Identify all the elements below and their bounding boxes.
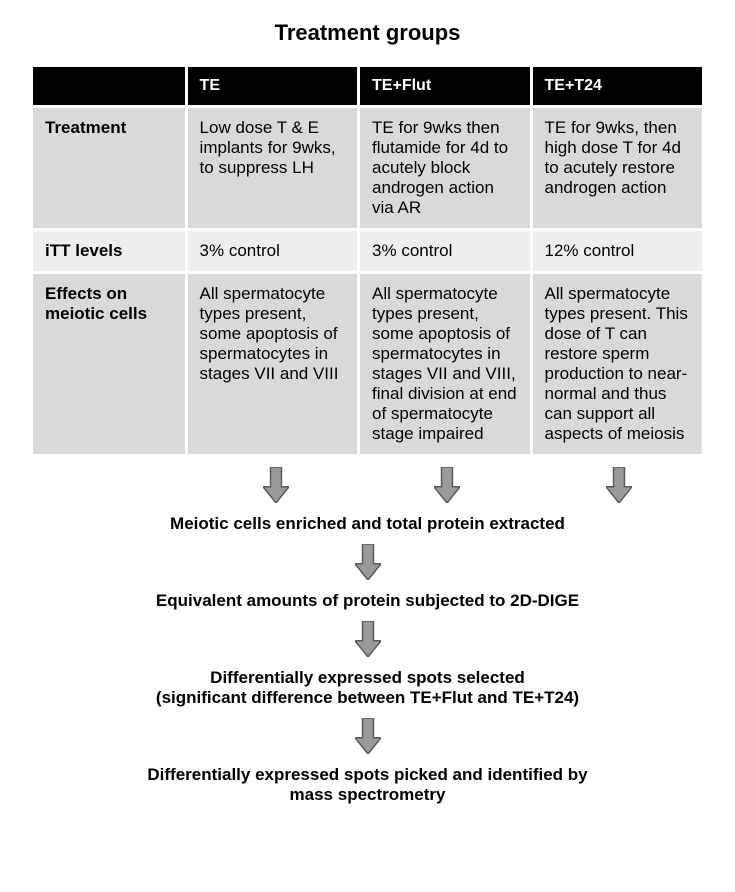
arrow-row-1	[30, 467, 705, 508]
table-corner	[32, 66, 187, 107]
arrow-row-2	[30, 544, 705, 585]
flow-step-1: Meiotic cells enriched and total protein…	[50, 514, 685, 534]
flow-step-3-line2: (significant difference between TE+Flut …	[156, 688, 579, 707]
table-cell: 3% control	[186, 230, 358, 273]
table-cell: Low dose T & E implants for 9wks, to sup…	[186, 107, 358, 230]
rowhead: Effects on meiotic cells	[32, 273, 187, 456]
colhead-te: TE	[186, 66, 358, 107]
colhead-teflut: TE+Flut	[359, 66, 531, 107]
table-cell: 3% control	[359, 230, 531, 273]
down-arrow-icon	[606, 467, 632, 508]
table-cell: All spermatocyte types present. This dos…	[531, 273, 703, 456]
arrow-row-3	[30, 621, 705, 662]
table-row: iTT levels3% control3% control12% contro…	[32, 230, 704, 273]
table-body: TreatmentLow dose T & E implants for 9wk…	[32, 107, 704, 456]
flow-step-2: Equivalent amounts of protein subjected …	[50, 591, 685, 611]
table-cell: 12% control	[531, 230, 703, 273]
table-header-row: TE TE+Flut TE+T24	[32, 66, 704, 107]
down-arrow-icon	[434, 467, 460, 508]
flow-step-4-line2: mass spectrometry	[290, 785, 446, 804]
table-row: Effects on meiotic cellsAll spermatocyte…	[32, 273, 704, 456]
flow-step-3: Differentially expressed spots selected …	[50, 668, 685, 708]
rowhead: Treatment	[32, 107, 187, 230]
down-arrow-icon	[355, 621, 381, 662]
flow-step-4: Differentially expressed spots picked an…	[50, 765, 685, 805]
page-title: Treatment groups	[30, 20, 705, 46]
table-cell: TE for 9wks then flutamide for 4d to acu…	[359, 107, 531, 230]
table-cell: All spermatocyte types present, some apo…	[359, 273, 531, 456]
treatment-table: TE TE+Flut TE+T24 TreatmentLow dose T & …	[30, 64, 705, 457]
table-cell: All spermatocyte types present, some apo…	[186, 273, 358, 456]
arrow-row-4	[30, 718, 705, 759]
flow-step-4-line1: Differentially expressed spots picked an…	[147, 765, 587, 784]
table-cell: TE for 9wks, then high dose T for 4d to …	[531, 107, 703, 230]
down-arrow-icon	[355, 544, 381, 585]
colhead-tet24: TE+T24	[531, 66, 703, 107]
flow-step-3-line1: Differentially expressed spots selected	[210, 668, 525, 687]
rowhead: iTT levels	[32, 230, 187, 273]
down-arrow-icon	[355, 718, 381, 759]
table-row: TreatmentLow dose T & E implants for 9wk…	[32, 107, 704, 230]
down-arrow-icon	[263, 467, 289, 508]
